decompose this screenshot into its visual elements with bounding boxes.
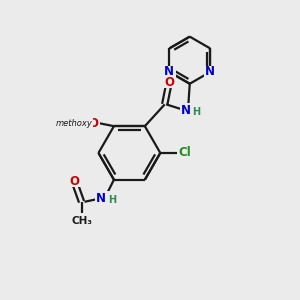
- Text: N: N: [181, 104, 191, 117]
- Bar: [163, 76, 176, 88]
- Bar: [87, 117, 100, 129]
- Bar: [95, 191, 112, 206]
- Text: N: N: [96, 192, 106, 206]
- Bar: [180, 103, 196, 118]
- Bar: [163, 66, 176, 78]
- Text: O: O: [164, 76, 174, 89]
- Bar: [73, 213, 90, 229]
- Text: N: N: [205, 65, 215, 79]
- Bar: [178, 147, 191, 159]
- Bar: [204, 66, 217, 78]
- Text: O: O: [88, 117, 98, 130]
- Text: CH₃: CH₃: [71, 216, 92, 226]
- Text: Cl: Cl: [178, 146, 191, 159]
- Bar: [68, 176, 81, 187]
- Text: N: N: [164, 65, 174, 79]
- Text: O: O: [69, 175, 79, 188]
- Text: methoxy: methoxy: [56, 119, 93, 128]
- Text: H: H: [193, 107, 201, 117]
- Text: H: H: [108, 195, 116, 205]
